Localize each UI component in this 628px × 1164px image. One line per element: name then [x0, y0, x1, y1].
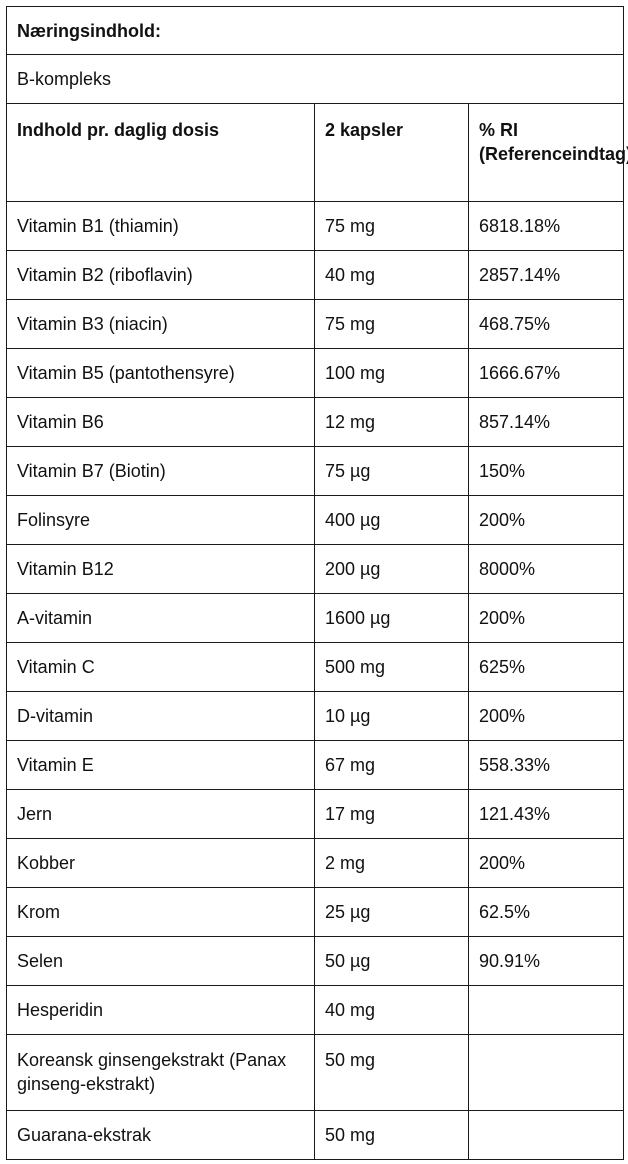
nutrient-amount-cell: 75 mg	[314, 201, 469, 251]
nutrient-amount-cell: 10 µg	[314, 691, 469, 741]
nutrient-ri-cell: 8000%	[467, 544, 625, 594]
nutrient-amount-cell: 500 mg	[314, 642, 469, 692]
nutrient-ri-cell: 468.75%	[467, 299, 625, 349]
table-row: Guarana-ekstrak 50 mg	[6, 1110, 625, 1160]
nutrient-name-cell: Krom	[6, 887, 315, 937]
nutrient-name-cell: Guarana-ekstrak	[6, 1110, 315, 1160]
table-row: Vitamin E 67 mg 558.33%	[6, 740, 625, 790]
nutrient-name-cell: D-vitamin	[6, 691, 315, 741]
nutrient-amount-cell: 50 mg	[314, 1110, 469, 1160]
nutrient-ri-cell: 558.33%	[467, 740, 625, 790]
nutrient-ri-cell: 200%	[467, 593, 625, 643]
nutrient-ri-cell: 1666.67%	[467, 348, 625, 398]
nutrient-amount-cell: 2 mg	[314, 838, 469, 888]
nutrient-name-cell: Vitamin B1 (thiamin)	[6, 201, 315, 251]
nutrient-name-cell: Vitamin B6	[6, 397, 315, 447]
nutrient-amount-cell: 1600 µg	[314, 593, 469, 643]
nutrient-ri-cell: 625%	[467, 642, 625, 692]
nutrient-name-cell: Vitamin B3 (niacin)	[6, 299, 315, 349]
nutrient-ri-cell	[467, 1034, 625, 1111]
table-subtitle-row: B-kompleks	[5, 54, 625, 104]
table-row: Vitamin B2 (riboflavin) 40 mg 2857.14%	[6, 250, 625, 300]
nutrient-amount-cell: 25 µg	[314, 887, 469, 937]
nutrient-name-cell: Vitamin B5 (pantothensyre)	[6, 348, 315, 398]
nutrient-name-cell: Jern	[6, 789, 315, 839]
nutrient-amount-cell: 100 mg	[314, 348, 469, 398]
nutrient-amount-cell: 50 mg	[314, 1034, 469, 1111]
nutrient-amount-cell: 50 µg	[314, 936, 469, 986]
nutrient-name-cell: Hesperidin	[6, 985, 315, 1035]
column-header-row: Indhold pr. daglig dosis 2 kapsler % RI …	[6, 103, 628, 202]
nutrient-name-cell: Vitamin C	[6, 642, 315, 692]
nutrient-amount-cell: 17 mg	[314, 789, 469, 839]
nutrient-name-cell: Vitamin B12	[6, 544, 315, 594]
table-row: Vitamin C 500 mg 625%	[6, 642, 625, 692]
nutrient-ri-cell	[467, 985, 625, 1035]
nutrient-ri-cell: 90.91%	[467, 936, 625, 986]
nutrient-ri-cell: 200%	[467, 691, 625, 741]
table-row: Vitamin B3 (niacin) 75 mg 468.75%	[6, 299, 625, 349]
nutrient-name-cell: Kobber	[6, 838, 315, 888]
table-title-row: Næringsindhold:	[5, 6, 625, 55]
table-row: Vitamin B5 (pantothensyre) 100 mg 1666.67%	[6, 348, 625, 398]
nutrient-ri-cell	[467, 1110, 625, 1160]
table-row: Selen 50 µg 90.91%	[6, 936, 625, 986]
nutrient-amount-cell: 40 mg	[314, 985, 469, 1035]
table-row: Folinsyre 400 µg 200%	[6, 495, 625, 545]
nutrient-ri-cell: 2857.14%	[467, 250, 625, 300]
nutrient-amount-cell: 75 µg	[314, 446, 469, 496]
nutrient-ri-cell: 62.5%	[467, 887, 625, 937]
nutrient-ri-cell: 121.43%	[467, 789, 625, 839]
nutrient-ri-cell: 857.14%	[467, 397, 625, 447]
table-row: Hesperidin 40 mg	[6, 985, 625, 1035]
nutrient-name-cell: Folinsyre	[6, 495, 315, 545]
nutrient-name-cell: Vitamin B2 (riboflavin)	[6, 250, 315, 300]
table-row: Jern 17 mg 121.43%	[6, 789, 625, 839]
nutrient-amount-cell: 40 mg	[314, 250, 469, 300]
header-dose: 2 kapsler	[314, 103, 469, 202]
nutrient-name-cell: Vitamin B7 (Biotin)	[6, 446, 315, 496]
table-row: Kobber 2 mg 200%	[6, 838, 625, 888]
nutrient-ri-cell: 200%	[467, 495, 625, 545]
nutrient-amount-cell: 200 µg	[314, 544, 469, 594]
nutrient-name-cell: Vitamin E	[6, 740, 315, 790]
table-row: Vitamin B6 12 mg 857.14%	[6, 397, 625, 447]
table-row: D-vitamin 10 µg 200%	[6, 691, 625, 741]
table-title: Næringsindhold:	[5, 6, 625, 55]
header-content: Indhold pr. daglig dosis	[6, 103, 315, 202]
table-row: A-vitamin 1600 µg 200%	[6, 593, 625, 643]
table-row: Krom 25 µg 62.5%	[6, 887, 625, 937]
table-row: Vitamin B7 (Biotin) 75 µg 150%	[6, 446, 625, 496]
table-row: Vitamin B12 200 µg 8000%	[6, 544, 625, 594]
table-row: Koreansk ginsengekstrakt (Panax ginseng-…	[6, 1034, 625, 1111]
nutrient-amount-cell: 12 mg	[314, 397, 469, 447]
nutrient-amount-cell: 75 mg	[314, 299, 469, 349]
nutrient-name-cell: Selen	[6, 936, 315, 986]
table-row: Vitamin B1 (thiamin) 75 mg 6818.18%	[6, 201, 625, 251]
header-reference-intake: % RI (Referenceindtag)	[467, 103, 628, 202]
nutrient-amount-cell: 400 µg	[314, 495, 469, 545]
nutrient-ri-cell: 6818.18%	[467, 201, 625, 251]
table-subtitle: B-kompleks	[5, 54, 625, 104]
nutrient-ri-cell: 200%	[467, 838, 625, 888]
nutrient-name-cell: A-vitamin	[6, 593, 315, 643]
nutrient-ri-cell: 150%	[467, 446, 625, 496]
nutrient-name-cell: Koreansk ginsengekstrakt (Panax ginseng-…	[6, 1034, 315, 1111]
nutrient-amount-cell: 67 mg	[314, 740, 469, 790]
nutrition-table: Næringsindhold: B-kompleks Indhold pr. d…	[5, 6, 628, 1160]
